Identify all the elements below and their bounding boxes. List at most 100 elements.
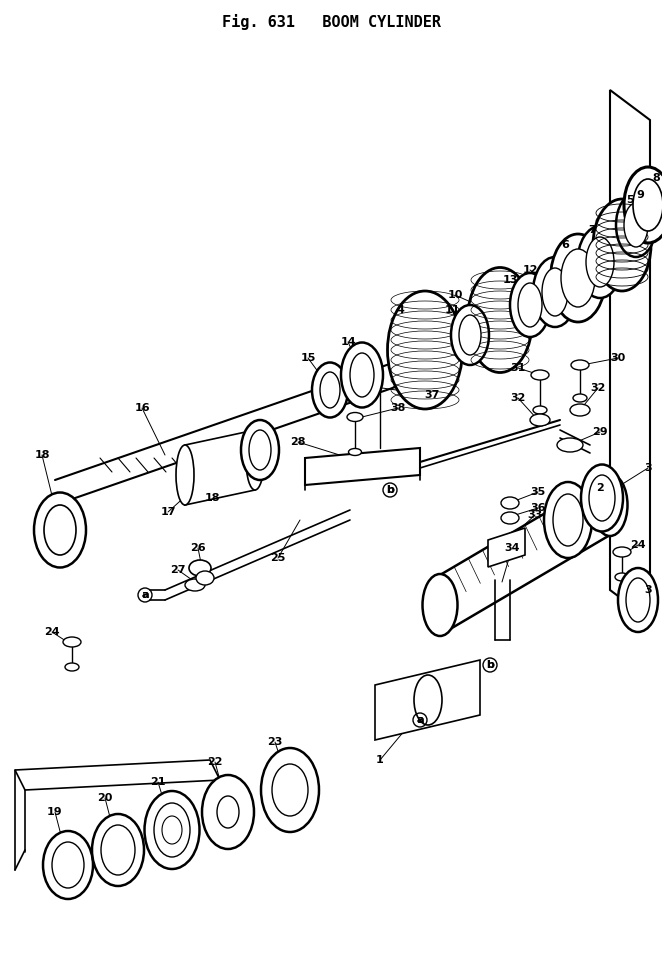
Ellipse shape: [34, 492, 86, 567]
Polygon shape: [185, 430, 255, 505]
Ellipse shape: [618, 568, 658, 632]
Text: a: a: [141, 590, 149, 600]
Ellipse shape: [551, 234, 606, 322]
Text: 26: 26: [190, 543, 206, 553]
Polygon shape: [305, 448, 420, 485]
Text: 2: 2: [596, 483, 604, 493]
Ellipse shape: [624, 167, 662, 243]
Ellipse shape: [350, 353, 374, 397]
Ellipse shape: [553, 494, 583, 546]
Text: 34: 34: [504, 543, 520, 553]
Text: 32: 32: [510, 393, 526, 403]
Text: 11: 11: [444, 305, 459, 315]
Ellipse shape: [593, 199, 651, 291]
Ellipse shape: [573, 394, 587, 402]
Ellipse shape: [542, 268, 568, 316]
Ellipse shape: [531, 370, 549, 380]
Polygon shape: [610, 90, 650, 620]
Ellipse shape: [246, 430, 264, 490]
Text: 10: 10: [448, 290, 463, 300]
Ellipse shape: [530, 414, 550, 426]
Ellipse shape: [341, 343, 383, 407]
Text: 1: 1: [376, 755, 384, 765]
Ellipse shape: [261, 748, 319, 832]
Ellipse shape: [176, 445, 194, 505]
Text: 29: 29: [592, 427, 608, 437]
Ellipse shape: [249, 430, 271, 470]
Ellipse shape: [65, 663, 79, 671]
Ellipse shape: [510, 273, 550, 337]
Ellipse shape: [162, 816, 182, 844]
Ellipse shape: [501, 512, 519, 524]
Text: 36: 36: [530, 503, 545, 513]
Ellipse shape: [570, 404, 590, 416]
Ellipse shape: [43, 831, 93, 899]
Text: 18: 18: [34, 450, 50, 460]
Text: b: b: [386, 485, 394, 495]
Text: b: b: [386, 485, 394, 495]
Text: 24: 24: [630, 540, 646, 550]
Text: b: b: [486, 660, 494, 670]
Ellipse shape: [581, 464, 623, 532]
Text: 20: 20: [97, 793, 113, 803]
Text: 30: 30: [610, 353, 626, 363]
Ellipse shape: [451, 305, 489, 365]
Ellipse shape: [613, 547, 631, 557]
Ellipse shape: [52, 842, 84, 888]
Ellipse shape: [586, 237, 614, 287]
Text: 31: 31: [510, 363, 526, 373]
Text: 8: 8: [652, 173, 660, 183]
Ellipse shape: [544, 482, 592, 558]
Ellipse shape: [144, 791, 199, 869]
Ellipse shape: [501, 497, 519, 509]
Text: 16: 16: [134, 403, 150, 413]
Ellipse shape: [185, 579, 205, 591]
Text: b: b: [486, 660, 494, 670]
Text: 33: 33: [528, 510, 543, 520]
Ellipse shape: [533, 406, 547, 414]
Text: 25: 25: [270, 553, 286, 563]
Text: 3: 3: [644, 463, 652, 473]
Ellipse shape: [518, 283, 542, 327]
Ellipse shape: [626, 578, 650, 622]
Text: 4: 4: [396, 305, 404, 315]
Ellipse shape: [633, 179, 662, 231]
Text: 27: 27: [170, 565, 186, 575]
Text: 35: 35: [530, 487, 545, 497]
Text: 32: 32: [591, 383, 606, 393]
Text: 28: 28: [290, 437, 306, 447]
Ellipse shape: [533, 257, 577, 327]
Ellipse shape: [44, 505, 76, 555]
Polygon shape: [15, 760, 220, 790]
Ellipse shape: [189, 560, 211, 576]
Ellipse shape: [414, 675, 442, 725]
Text: 38: 38: [391, 403, 406, 413]
Ellipse shape: [561, 249, 595, 307]
Text: 15: 15: [301, 353, 316, 363]
Ellipse shape: [217, 796, 239, 828]
Ellipse shape: [63, 637, 81, 647]
Text: 24: 24: [44, 627, 60, 637]
Ellipse shape: [422, 574, 457, 636]
Text: 6: 6: [561, 240, 569, 250]
Text: 18: 18: [205, 493, 220, 503]
Ellipse shape: [92, 814, 144, 886]
Polygon shape: [488, 528, 525, 567]
Text: 7: 7: [588, 225, 596, 235]
Polygon shape: [375, 660, 480, 740]
Text: 5: 5: [626, 195, 634, 205]
Ellipse shape: [459, 315, 481, 355]
Ellipse shape: [615, 573, 629, 581]
Ellipse shape: [101, 825, 135, 875]
Ellipse shape: [467, 267, 532, 372]
Text: a: a: [416, 715, 424, 725]
Ellipse shape: [312, 363, 348, 418]
Ellipse shape: [592, 474, 628, 536]
Ellipse shape: [624, 203, 648, 247]
Text: 22: 22: [207, 757, 222, 767]
Text: 12: 12: [522, 265, 538, 275]
Text: 9: 9: [636, 190, 644, 200]
Ellipse shape: [272, 764, 308, 816]
Text: a: a: [141, 590, 149, 600]
Text: 17: 17: [160, 507, 175, 517]
